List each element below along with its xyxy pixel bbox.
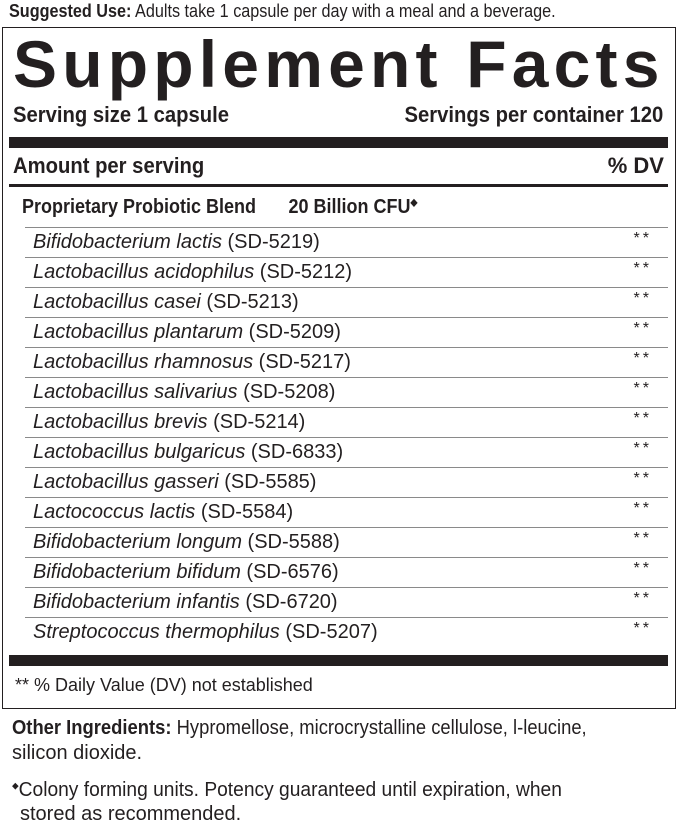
species: Lactobacillus gasseri xyxy=(33,471,219,493)
blend-amount: 20 Billion CFU xyxy=(288,196,411,218)
amount-per-serving: Amount per serving xyxy=(13,153,205,178)
other-ingredients-line2: silicon dioxide. xyxy=(12,742,143,764)
ingredient-name: Bifidobacterium lactis (SD-5219) xyxy=(33,231,320,254)
ingredient-dv: ** xyxy=(633,620,652,637)
ingredient-name: Lactobacillus rhamnosus (SD-5217) xyxy=(33,351,351,374)
medium-divider xyxy=(9,184,668,187)
suggested-use-label: Suggested Use: xyxy=(9,1,132,21)
ingredient-name: Lactobacillus gasseri (SD-5585) xyxy=(33,471,316,494)
dv-footnote: ** % Daily Value (DV) not established xyxy=(15,675,313,695)
diamond-icon: ◆ xyxy=(410,197,418,209)
species: Streptococcus thermophilus xyxy=(33,621,280,643)
strain: (SD-5588) xyxy=(242,531,340,553)
strain: (SD-5213) xyxy=(200,291,299,313)
cfu-note-line2: stored as recommended. xyxy=(20,803,242,825)
strain: (SD-5217) xyxy=(253,351,351,373)
ingredient-row: Bifidobacterium lactis (SD-5219) ** xyxy=(25,227,668,258)
ingredient-name: Lactobacillus brevis (SD-5214) xyxy=(33,411,305,434)
ingredient-dv: ** xyxy=(633,230,652,247)
strain: (SD-5208) xyxy=(237,381,336,403)
blend-name: Proprietary Probiotic Blend xyxy=(22,196,257,218)
ingredient-row: Lactobacillus casei (SD-5213) ** xyxy=(25,287,668,318)
species: Bifidobacterium longum xyxy=(33,531,242,553)
dv-header: % DV xyxy=(607,153,664,178)
diamond-icon: ◆ xyxy=(12,780,19,791)
strain: (SD-5212) xyxy=(254,261,353,283)
ingredient-dv: ** xyxy=(633,560,652,577)
species: Lactobacillus casei xyxy=(33,291,201,313)
other-ingredients: Other Ingredients: Hypromellose, microcr… xyxy=(12,717,637,740)
species: Lactobacillus salivarius xyxy=(33,381,238,403)
ingredient-row: Lactobacillus bulgaricus (SD-6833) ** xyxy=(25,437,668,468)
ingredient-dv: ** xyxy=(633,350,652,367)
ingredient-name: Lactobacillus plantarum (SD-5209) xyxy=(33,321,341,344)
ingredient-name: Lactobacillus bulgaricus (SD-6833) xyxy=(33,441,343,464)
ingredient-name: Bifidobacterium infantis (SD-6720) xyxy=(33,591,338,614)
ingredient-name: Streptococcus thermophilus (SD-5207) xyxy=(33,621,378,644)
ingredient-name: Lactobacillus casei (SD-5213) xyxy=(33,291,299,314)
strain: (SD-5214) xyxy=(207,411,306,433)
thick-divider xyxy=(9,137,668,148)
cfu-note-line1: Colony forming units. Potency guaranteed… xyxy=(18,779,562,801)
species: Bifidobacterium bifidum xyxy=(33,561,241,583)
ingredient-row: Streptococcus thermophilus (SD-5207) ** xyxy=(25,617,668,648)
species: Lactobacillus acidophilus xyxy=(33,261,255,283)
ingredient-row: Lactococcus lactis (SD-5584) ** xyxy=(25,497,668,528)
species: Bifidobacterium infantis xyxy=(33,591,240,613)
thick-divider-bottom xyxy=(9,655,668,666)
ingredient-name: Lactococcus lactis (SD-5584) xyxy=(33,501,293,524)
cfu-note: ◆Colony forming units. Potency guarantee… xyxy=(12,779,585,802)
strain: (SD-5584) xyxy=(195,501,294,523)
ingredient-row: Lactobacillus brevis (SD-5214) ** xyxy=(25,407,668,438)
ingredient-dv: ** xyxy=(633,590,652,607)
species: Lactococcus lactis xyxy=(33,501,196,523)
ingredient-dv: ** xyxy=(633,290,652,307)
ingredient-dv: ** xyxy=(633,440,652,457)
ingredient-dv: ** xyxy=(633,260,652,277)
ingredient-dv: ** xyxy=(633,500,652,517)
servings-per-container: Servings per container 120 xyxy=(404,102,663,127)
species: Lactobacillus plantarum xyxy=(33,321,244,343)
strain: (SD-5219) xyxy=(221,231,320,253)
strain: (SD-5585) xyxy=(218,471,317,493)
other-ingredients-line1: Hypromellose, microcrystalline cellulose… xyxy=(171,717,587,739)
suggested-use: Suggested Use: Adults take 1 capsule per… xyxy=(9,1,616,22)
other-ingredients-label: Other Ingredients: xyxy=(12,717,172,739)
ingredient-dv: ** xyxy=(633,470,652,487)
ingredient-name: Lactobacillus salivarius (SD-5208) xyxy=(33,381,335,404)
serving-size: Serving size 1 capsule xyxy=(13,102,229,127)
strain: (SD-6720) xyxy=(239,591,338,613)
ingredient-name: Bifidobacterium bifidum (SD-6576) xyxy=(33,561,339,584)
strain: (SD-6576) xyxy=(240,561,339,583)
ingredient-row: Bifidobacterium bifidum (SD-6576) ** xyxy=(25,557,668,588)
panel-title: Supplement Facts xyxy=(13,27,665,101)
ingredient-dv: ** xyxy=(633,410,652,427)
blend-row: Proprietary Probiotic Blend 20 Billion CF… xyxy=(22,196,461,219)
ingredient-row: Lactobacillus plantarum (SD-5209) ** xyxy=(25,317,668,348)
strain: (SD-5207) xyxy=(279,621,378,643)
species: Lactobacillus bulgaricus xyxy=(33,441,246,463)
ingredient-row: Lactobacillus salivarius (SD-5208) ** xyxy=(25,377,668,408)
ingredient-row: Bifidobacterium longum (SD-5588) ** xyxy=(25,527,668,558)
strain: (SD-5209) xyxy=(243,321,341,343)
ingredient-dv: ** xyxy=(633,530,652,547)
ingredient-row: Bifidobacterium infantis (SD-6720) ** xyxy=(25,587,668,618)
supplement-facts-panel xyxy=(2,27,676,709)
strain: (SD-6833) xyxy=(245,441,344,463)
ingredient-row: Lactobacillus rhamnosus (SD-5217) ** xyxy=(25,347,668,378)
suggested-use-text: Adults take 1 capsule per day with a mea… xyxy=(131,1,556,21)
ingredient-dv: ** xyxy=(633,380,652,397)
ingredient-name: Bifidobacterium longum (SD-5588) xyxy=(33,531,340,554)
ingredient-row: Lactobacillus acidophilus (SD-5212) ** xyxy=(25,257,668,288)
ingredient-dv: ** xyxy=(633,320,652,337)
species: Bifidobacterium lactis xyxy=(33,231,222,253)
species: Lactobacillus brevis xyxy=(33,411,208,433)
species: Lactobacillus rhamnosus xyxy=(33,351,254,373)
ingredient-name: Lactobacillus acidophilus (SD-5212) xyxy=(33,261,352,284)
ingredient-row: Lactobacillus gasseri (SD-5585) ** xyxy=(25,467,668,498)
